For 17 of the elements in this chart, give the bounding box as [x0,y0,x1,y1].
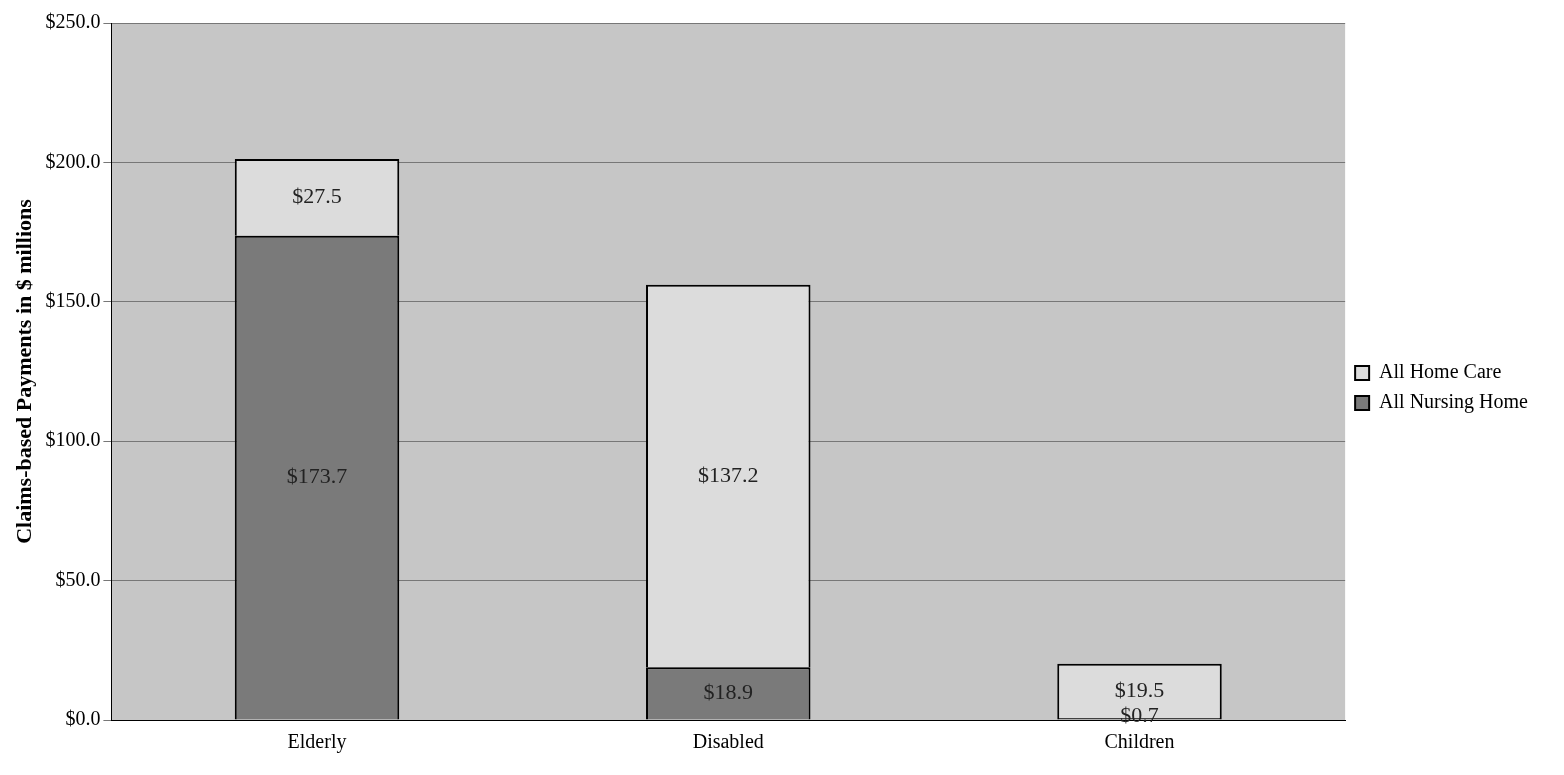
y-tick-label: $50.0 [55,567,101,590]
legend-label: All Home Care [1379,360,1502,383]
x-tick-label: Elderly [287,730,347,754]
data-label: $173.7 [286,463,348,489]
x-tick-label: Disabled [692,730,764,753]
legend-label: All Nursing Home [1379,390,1529,414]
y-tick-label: $150.0 [45,289,101,312]
y-tick-label: $250.0 [45,10,101,33]
data-label: $18.9 [703,679,754,705]
y-tick-label: $100.0 [45,428,101,451]
y-tick-label: $200.0 [45,149,101,172]
data-label: $19.5 [1114,676,1165,702]
y-tick-label: $0.0 [65,707,101,730]
y-axis-title: Claims-based Payments in $ millions [10,198,36,544]
data-label: $137.2 [698,461,759,487]
x-tick-label: Children [1104,730,1175,753]
data-label: $27.5 [292,183,342,209]
